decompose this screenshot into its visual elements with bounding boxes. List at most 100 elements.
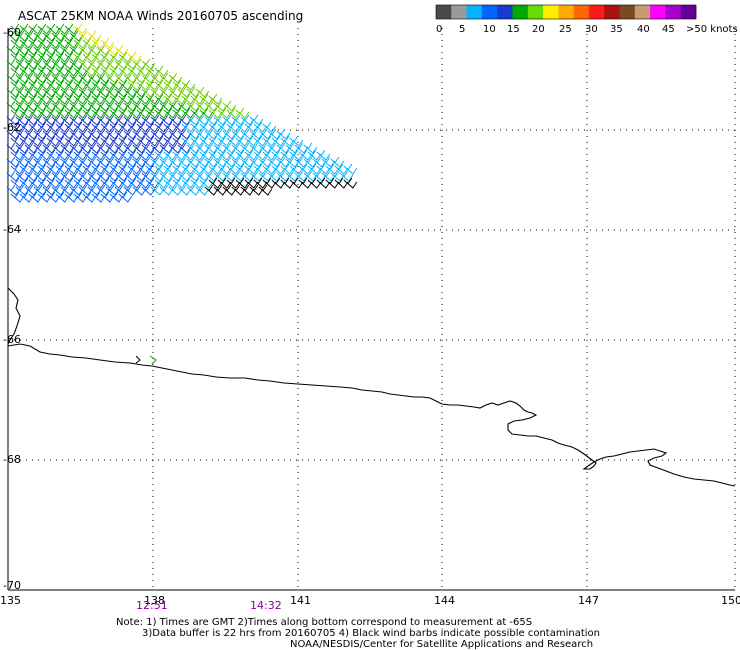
legend-label: 10: [483, 24, 496, 35]
wind-barb: [213, 100, 228, 112]
wind-barb: [28, 149, 43, 161]
wind-barb: [172, 79, 187, 91]
wind-barb: [73, 51, 88, 63]
wind-barb: [37, 135, 52, 147]
wind-barb: [42, 58, 57, 70]
lat-label-66: -66: [3, 333, 21, 346]
wind-barb: [154, 65, 169, 77]
wind-barb: [46, 191, 61, 203]
wind-barb: [82, 107, 97, 119]
wind-barb: [60, 100, 75, 112]
wind-barb: [123, 72, 138, 84]
wind-barb: [78, 100, 93, 112]
wind-barb: [204, 142, 219, 154]
wind-barb: [330, 156, 345, 168]
wind-barb: [271, 135, 286, 147]
wind-barb: [96, 72, 111, 84]
wind-barb: [145, 107, 160, 119]
wind-barb: [150, 170, 165, 182]
wind-barb: [217, 149, 232, 161]
note-line-3: NOAA/NESDIS/Center for Satellite Applica…: [290, 639, 593, 650]
wind-barb: [168, 114, 183, 126]
wind-barb: [78, 114, 93, 126]
wind-barb: [6, 58, 21, 70]
wind-barb: [114, 100, 129, 112]
legend-swatch: [665, 5, 682, 19]
lat-label-62: -62: [3, 121, 21, 134]
wind-barb: [132, 86, 147, 98]
wind-barb: [123, 100, 138, 112]
wind-barb: [37, 163, 52, 175]
wind-barb: [118, 149, 133, 161]
wind-barb: [51, 128, 66, 140]
wind-barb: [33, 44, 48, 56]
wind-barb: [177, 128, 192, 140]
wind-barb: [73, 163, 88, 175]
wind-barb: [15, 100, 30, 112]
wind-barb: [105, 170, 120, 182]
legend-swatch: [604, 5, 620, 19]
wind-barb: [145, 93, 160, 105]
wind-barb: [105, 100, 120, 112]
wind-barb: [51, 58, 66, 70]
wind-barb: [172, 177, 187, 189]
wind-barb: [64, 121, 79, 133]
wind-barb: [60, 86, 75, 98]
wind-barb: [78, 72, 93, 84]
wind-barb: [100, 135, 115, 147]
wind-barb: [73, 121, 88, 133]
wind-barb: [190, 135, 205, 147]
wind-barb: [150, 114, 165, 126]
wind-barb: [60, 30, 75, 42]
wind-barb: [199, 149, 214, 161]
wind-barb: [6, 86, 21, 98]
wind-barb: [118, 65, 133, 77]
wind-barb: [235, 163, 250, 175]
wind-barb: [141, 128, 156, 140]
wind-barb: [114, 72, 129, 84]
wind-barb: [19, 149, 34, 161]
wind-barb: [109, 135, 124, 147]
wind-barb: [82, 121, 97, 133]
wind-barb: [87, 128, 102, 140]
wind-barb: [181, 163, 196, 175]
wind-barb: [267, 128, 282, 140]
wind-barb: [276, 170, 291, 182]
wind-barb: [51, 86, 66, 98]
lat-label-68: -68: [3, 453, 21, 466]
wind-barb: [181, 177, 196, 189]
wind-barb: [186, 156, 201, 168]
wind-barb: [132, 142, 147, 154]
graticule: [8, 28, 736, 590]
wind-barb: [10, 107, 25, 119]
wind-barb: [159, 100, 174, 112]
wind-barb: [78, 58, 93, 70]
wind-barb: [168, 170, 183, 182]
wind-barb: [276, 142, 291, 154]
wind-barb: [280, 149, 295, 161]
wind-barb: [154, 135, 169, 147]
wind-barb: [19, 51, 34, 63]
wind-barb: [199, 135, 214, 147]
wind-barb: [24, 114, 39, 126]
wind-barb: [208, 121, 223, 133]
wind-barb: [235, 149, 250, 161]
wind-barb: [136, 65, 151, 77]
wind-barb: [163, 163, 178, 175]
wind-barb: [6, 114, 21, 126]
wind-barb: [177, 142, 192, 154]
wind-barb: [28, 163, 43, 175]
wind-barb: [33, 184, 48, 196]
wind-barb: [24, 58, 39, 70]
legend-swatch: [466, 5, 483, 19]
wind-barb: [55, 51, 70, 63]
wind-barb: [33, 30, 48, 42]
wind-barb: [253, 149, 268, 161]
wind-barb: [154, 149, 169, 161]
wind-barb: [181, 135, 196, 147]
wind-barb: [24, 184, 39, 196]
wind-barb: [159, 128, 174, 140]
wind-barb: [118, 107, 133, 119]
wind-barb: [78, 86, 93, 98]
wind-barb: [55, 163, 70, 175]
